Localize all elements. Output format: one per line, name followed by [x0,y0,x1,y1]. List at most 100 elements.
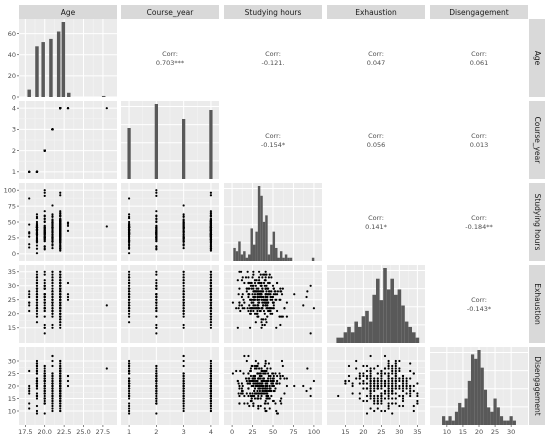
scatter-point-2-1 [127,229,131,233]
scatter-point-4-3 [380,384,383,388]
scatter-point-3-2 [252,273,255,276]
scatter-point-4-3 [383,382,387,385]
scatter-point-2-1 [155,245,158,248]
scatter-point-3-2 [275,309,279,313]
scatter-point-4-1 [155,412,158,415]
scatter-point-3-2 [281,287,284,290]
scatter-point-4-3 [416,402,419,405]
hist-bar-exhaustion [336,337,340,343]
scatter-point-4-0 [28,384,31,388]
scatter-point-3-1 [182,276,185,279]
scatter-point-2-0 [51,246,54,250]
scatter-point-4-0 [43,399,46,403]
scatter-point-4-2 [249,394,253,398]
scatter-point-4-2 [252,384,255,388]
scatter-point-2-0 [59,238,62,241]
scatter-point-3-2 [253,293,257,296]
scatter-point-3-2 [243,281,246,285]
scatter-point-4-0 [43,374,46,378]
scatter-point-4-2 [266,372,270,375]
scatter-point-4-3 [369,354,372,358]
scatter-point-3-2 [275,326,278,329]
scatter-point-2-0 [43,239,46,243]
scatter-point-4-2 [242,372,245,375]
scatter-point-2-0 [66,229,70,233]
scatter-point-3-2 [262,309,266,313]
scatter-point-4-0 [51,402,54,405]
corr-label-0-1: Corr: [162,50,178,58]
scatter-point-3-0 [59,323,62,327]
scatter-point-4-1 [127,397,131,400]
scatter-point-4-1 [155,377,158,380]
scatter-point-2-1 [209,236,213,239]
scatter-point-2-1 [127,224,131,227]
scatter-point-4-2 [272,399,275,403]
scatter-point-4-2 [252,402,255,405]
scatter-point-2-0 [59,236,62,239]
scatter-point-4-1 [155,384,158,388]
scatter-point-4-3 [387,387,390,390]
scatter-point-3-0 [59,287,62,290]
hist-bar-disengagement [496,407,500,425]
scatter-point-4-2 [264,389,267,393]
scatter-point-4-2 [285,377,289,380]
scatter-point-3-1 [209,287,213,290]
scatter-point-4-3 [387,379,390,383]
scatter-point-4-0 [51,407,54,410]
scatter-point-4-3 [380,382,383,385]
scatter-point-3-2 [236,326,239,329]
scatter-point-4-0 [51,382,54,385]
scatter-point-3-2 [260,321,263,324]
scatter-point-4-3 [373,382,376,385]
scatter-point-4-2 [272,384,275,388]
corr-label-2-3: Corr: [368,214,384,222]
hist-bar-studying-hours [262,221,266,261]
scatter-point-2-1 [127,239,131,243]
scatter-point-3-2 [249,298,253,301]
scatter-point-4-2 [246,402,249,405]
scatter-point-2-1 [209,194,213,197]
scatter-point-3-0 [51,307,54,310]
scatter-point-2-0 [35,213,39,216]
scatter-point-4-0 [59,359,62,363]
scatter-point-4-3 [394,397,397,400]
scatter-point-2-0 [59,233,62,236]
scatter-point-3-2 [250,287,253,290]
scatter-point-4-0 [43,402,46,405]
scatter-point-4-0 [43,389,46,393]
scatter-point-4-3 [394,359,397,363]
scatter-point-3-2 [257,276,261,279]
hist-bar-studying-hours [252,244,256,261]
hist-bar-exhaustion [394,294,398,343]
scatter-point-4-1 [209,404,213,408]
x-tick-label-course-year: 1 [127,428,131,436]
scatter-point-4-2 [257,392,260,395]
scatter-point-4-2 [248,379,252,383]
scatter-point-3-0 [35,290,39,293]
scatter-point-4-3 [416,394,419,398]
scatter-point-4-0 [51,397,54,400]
scatter-point-3-1 [182,304,185,307]
scatter-point-2-1 [127,244,131,247]
scatter-point-4-2 [257,384,261,388]
scatter-point-4-3 [337,394,340,398]
scatter-point-3-2 [271,301,275,304]
strip-right-exhaustion [529,265,545,343]
scatter-point-2-0 [35,220,39,224]
scatter-point-3-2 [264,270,267,273]
scatter-point-3-2 [255,290,258,293]
scatter-point-4-2 [269,374,272,378]
corr-value-3-4: -0.143* [467,305,492,313]
scatter-point-3-2 [252,304,255,307]
scatter-point-3-0 [43,304,46,307]
scatter-point-3-2 [260,293,263,296]
hist-bar-exhaustion [376,278,380,343]
scatter-point-4-2 [243,394,246,398]
scatter-point-3-2 [280,315,283,318]
scatter-point-4-2 [266,392,269,395]
hist-bar-exhaustion [379,300,384,343]
scatter-point-4-1 [155,379,158,383]
scatter-point-4-0 [28,369,31,373]
x-tick-label-exhaustion: 20 [359,428,367,436]
scatter-point-3-2 [285,301,289,304]
